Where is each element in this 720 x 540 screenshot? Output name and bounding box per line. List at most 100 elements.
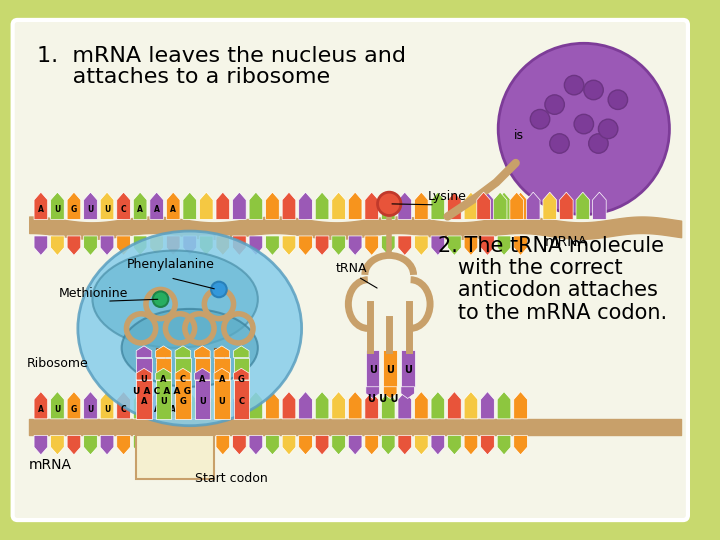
- Polygon shape: [498, 192, 510, 219]
- Text: mRNA: mRNA: [545, 235, 588, 249]
- Polygon shape: [576, 192, 590, 219]
- Text: mRNA: mRNA: [30, 458, 72, 472]
- Text: C: C: [121, 205, 127, 214]
- Polygon shape: [383, 387, 397, 399]
- Polygon shape: [216, 192, 230, 219]
- Polygon shape: [233, 392, 246, 419]
- Circle shape: [550, 134, 570, 153]
- Polygon shape: [398, 392, 412, 419]
- Text: U: U: [104, 404, 110, 414]
- Text: tRNA: tRNA: [336, 262, 367, 275]
- Polygon shape: [216, 236, 230, 255]
- Polygon shape: [233, 435, 246, 455]
- Polygon shape: [382, 392, 395, 419]
- Circle shape: [584, 80, 603, 100]
- Bar: [156, 363, 166, 369]
- Bar: [136, 357, 152, 401]
- Circle shape: [574, 114, 593, 134]
- Text: A: A: [38, 404, 44, 414]
- Circle shape: [498, 43, 670, 214]
- Polygon shape: [84, 236, 97, 255]
- Polygon shape: [100, 192, 114, 219]
- Polygon shape: [415, 192, 428, 219]
- Bar: [401, 350, 415, 387]
- Polygon shape: [133, 392, 147, 419]
- Polygon shape: [299, 236, 312, 255]
- Bar: [233, 357, 249, 401]
- Polygon shape: [117, 236, 130, 255]
- Bar: [136, 380, 152, 419]
- Text: C: C: [121, 404, 127, 414]
- Polygon shape: [431, 192, 445, 219]
- Text: with the correct: with the correct: [438, 258, 623, 278]
- Text: A: A: [138, 205, 143, 214]
- Text: anticodon attaches: anticodon attaches: [438, 280, 658, 300]
- Polygon shape: [448, 435, 462, 455]
- Text: U: U: [54, 205, 60, 214]
- Polygon shape: [464, 392, 478, 419]
- Polygon shape: [348, 236, 362, 255]
- Polygon shape: [348, 392, 362, 419]
- Text: 2. The tRNA molecule: 2. The tRNA molecule: [438, 235, 664, 255]
- Bar: [175, 380, 191, 419]
- Text: G: G: [238, 375, 245, 384]
- Polygon shape: [366, 387, 379, 399]
- Polygon shape: [510, 192, 523, 219]
- Polygon shape: [477, 192, 490, 219]
- Polygon shape: [448, 192, 462, 219]
- Text: U: U: [160, 397, 167, 406]
- Polygon shape: [415, 236, 428, 255]
- Polygon shape: [233, 346, 249, 357]
- Circle shape: [377, 192, 401, 215]
- Polygon shape: [431, 236, 445, 255]
- Polygon shape: [514, 192, 527, 219]
- Polygon shape: [448, 236, 462, 255]
- Polygon shape: [150, 435, 163, 455]
- Polygon shape: [117, 435, 130, 455]
- Polygon shape: [67, 192, 81, 219]
- Text: Ribosome: Ribosome: [27, 357, 89, 370]
- Polygon shape: [266, 192, 279, 219]
- Polygon shape: [348, 435, 362, 455]
- Text: U: U: [140, 375, 148, 384]
- Polygon shape: [266, 435, 279, 455]
- Polygon shape: [67, 392, 81, 419]
- Polygon shape: [249, 192, 263, 219]
- Polygon shape: [593, 192, 606, 219]
- Bar: [214, 363, 224, 369]
- Text: A: A: [199, 375, 206, 384]
- Polygon shape: [100, 392, 114, 419]
- Polygon shape: [514, 236, 527, 255]
- Bar: [156, 371, 166, 377]
- Polygon shape: [50, 192, 64, 219]
- Polygon shape: [34, 236, 48, 255]
- Polygon shape: [315, 435, 329, 455]
- Bar: [156, 348, 166, 354]
- Text: G: G: [179, 397, 186, 406]
- Polygon shape: [382, 236, 395, 255]
- Text: U A C A A G: U A C A A G: [133, 387, 192, 396]
- Polygon shape: [415, 392, 428, 419]
- Polygon shape: [183, 192, 197, 219]
- Polygon shape: [332, 435, 346, 455]
- Polygon shape: [332, 236, 346, 255]
- Bar: [214, 380, 230, 419]
- Text: U: U: [386, 365, 394, 375]
- Text: A: A: [153, 205, 160, 214]
- Polygon shape: [67, 236, 81, 255]
- Text: U U U: U U U: [368, 394, 398, 404]
- Bar: [214, 348, 224, 354]
- Polygon shape: [498, 435, 510, 455]
- Text: Start codon: Start codon: [194, 472, 267, 485]
- Circle shape: [545, 95, 564, 114]
- Polygon shape: [249, 236, 263, 255]
- Text: A: A: [170, 404, 176, 414]
- Text: C: C: [180, 375, 186, 384]
- Polygon shape: [183, 236, 197, 255]
- Polygon shape: [398, 192, 412, 219]
- Text: A: A: [140, 397, 148, 406]
- Polygon shape: [150, 236, 163, 255]
- Polygon shape: [365, 236, 379, 255]
- Polygon shape: [266, 236, 279, 255]
- Bar: [156, 356, 166, 361]
